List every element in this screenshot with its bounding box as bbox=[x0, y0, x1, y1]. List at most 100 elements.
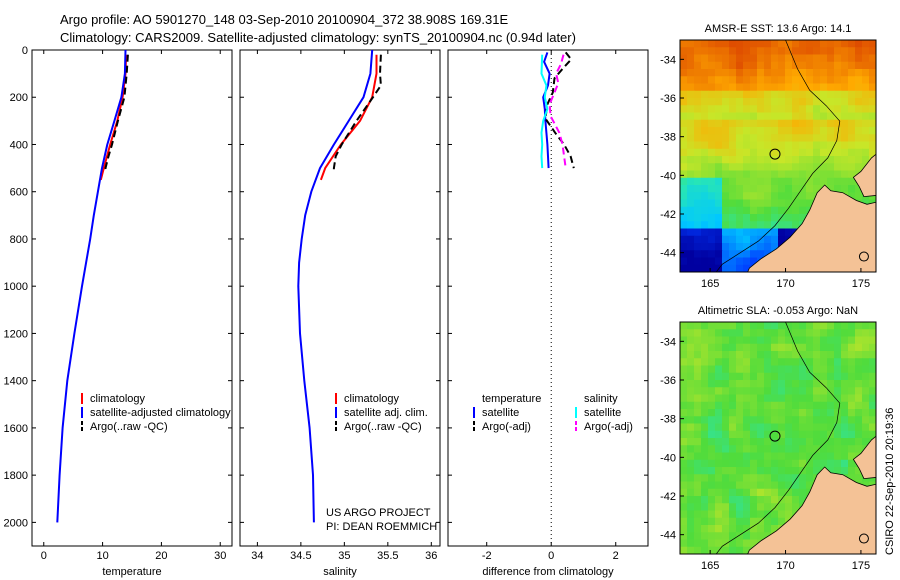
sla_map-cell bbox=[834, 365, 842, 374]
sst_map-cell bbox=[834, 83, 842, 92]
sla_map-cell bbox=[715, 351, 723, 359]
sst_map-cell bbox=[736, 257, 744, 266]
sla_map-cell bbox=[736, 517, 744, 526]
sst_map-cell bbox=[820, 148, 828, 157]
sla_map-cell bbox=[729, 474, 737, 483]
sst_map-cell bbox=[764, 112, 772, 121]
sla_map-cell bbox=[764, 380, 772, 388]
sst_map-cell bbox=[694, 170, 702, 179]
sla_map-cell bbox=[722, 358, 730, 367]
sla_map-cell bbox=[792, 474, 800, 483]
sla_map-cell bbox=[792, 503, 800, 512]
sla_map-cell bbox=[757, 503, 765, 512]
sst_map-cell bbox=[680, 83, 688, 92]
sla_map-cell bbox=[799, 351, 807, 359]
sst_map-cell bbox=[848, 112, 856, 121]
salinity-xtick-label: 34 bbox=[251, 550, 263, 562]
sla_map-cell bbox=[694, 488, 702, 497]
sla_map-cell bbox=[736, 459, 744, 468]
sst_map-cell bbox=[743, 206, 751, 215]
sla_map-cell bbox=[715, 510, 723, 519]
sla_map-cell bbox=[848, 387, 856, 396]
sst_map-cell bbox=[799, 134, 807, 143]
sla_map-cell bbox=[694, 416, 702, 425]
sla_map-cell bbox=[764, 416, 772, 425]
sla_map-cell bbox=[806, 467, 814, 475]
sla_map-cell bbox=[806, 401, 814, 410]
sst_map-cell bbox=[715, 127, 723, 135]
sla_map-cell bbox=[792, 387, 800, 396]
sst_map-cell bbox=[813, 177, 821, 186]
sst_map-cell bbox=[785, 105, 793, 114]
sla_map-cell bbox=[715, 394, 723, 403]
sst_map-cell bbox=[687, 228, 695, 237]
sla_map-cell bbox=[729, 401, 737, 410]
sst_map-cell bbox=[715, 134, 723, 143]
sst_map-cell bbox=[827, 134, 835, 143]
sla_map-cell bbox=[743, 351, 751, 359]
sla_map-cell bbox=[715, 525, 723, 533]
sla_map-cell bbox=[792, 351, 800, 359]
sla_map-cell bbox=[834, 459, 842, 468]
sst_map-cell bbox=[743, 156, 751, 164]
sst_map-cell bbox=[736, 199, 744, 208]
sst_map-cell bbox=[778, 170, 786, 179]
sst_map-cell bbox=[743, 127, 751, 135]
sst_map-cell bbox=[708, 228, 716, 237]
sla_map-cell bbox=[827, 329, 835, 338]
sla_map-cell bbox=[869, 401, 876, 410]
sla_map-cell bbox=[750, 474, 758, 483]
sst_map-cell bbox=[736, 54, 744, 63]
sla_map-cell bbox=[771, 496, 779, 504]
sst_map-cell bbox=[757, 98, 765, 106]
sst_map-cell bbox=[764, 206, 772, 215]
sst_map-cell bbox=[834, 170, 842, 179]
sla_map-cell bbox=[813, 438, 821, 446]
sst_map-cell bbox=[757, 163, 765, 172]
sst_map-cell bbox=[764, 54, 772, 63]
sst_map-cell bbox=[820, 69, 828, 77]
sla_map-cell bbox=[694, 387, 702, 396]
sst_map-cell bbox=[855, 156, 863, 164]
sla_map-cell bbox=[862, 430, 870, 439]
sla_map-ytick-label: -40 bbox=[660, 452, 676, 464]
sst_map-cell bbox=[701, 257, 709, 266]
temperature-profile-panel: 0 10 20 30020040060080010001200140016001800… bbox=[4, 45, 233, 578]
sst_map-cell bbox=[736, 264, 744, 272]
sla_map-cell bbox=[722, 488, 730, 497]
difference-xlabel: difference from climatology bbox=[482, 566, 614, 578]
sla_map-cell bbox=[750, 510, 758, 519]
sst_map-cell bbox=[799, 199, 807, 208]
sla_map-cell bbox=[722, 372, 730, 381]
sst_map-cell bbox=[715, 192, 723, 201]
sla_map-cell bbox=[848, 474, 856, 483]
sst_map-cell bbox=[750, 141, 758, 150]
sst_map-cell bbox=[729, 235, 737, 244]
sla_map-cell bbox=[750, 445, 758, 454]
sst_map-cell bbox=[729, 163, 737, 172]
sst_map-cell bbox=[841, 90, 849, 99]
sla_map-cell bbox=[778, 452, 786, 461]
sst_map-cell bbox=[862, 83, 870, 92]
sst_map-cell bbox=[750, 54, 758, 63]
sla_map-cell bbox=[750, 401, 758, 410]
sst_map-cell bbox=[729, 199, 737, 208]
sst_map-cell bbox=[764, 76, 772, 85]
sst_map-cell bbox=[862, 54, 870, 63]
sst_map-cell bbox=[722, 127, 730, 135]
sst_map-cell bbox=[855, 76, 863, 85]
sst_map-cell bbox=[834, 47, 842, 56]
sla_map-cell bbox=[715, 481, 723, 490]
sla_map-cell bbox=[813, 467, 821, 475]
sla_map-cell bbox=[855, 445, 863, 454]
sst_map-cell bbox=[841, 69, 849, 77]
sst_map-cell bbox=[736, 98, 744, 106]
sla_map-cell bbox=[722, 467, 730, 475]
sla_map-cell bbox=[701, 438, 709, 446]
sst_map-cell bbox=[869, 83, 876, 92]
sla_map-cell bbox=[694, 510, 702, 519]
sla_map-cell bbox=[834, 416, 842, 425]
sst_map-cell bbox=[687, 61, 695, 70]
sla_map-cell bbox=[694, 380, 702, 388]
sst_map-cell bbox=[701, 54, 709, 63]
